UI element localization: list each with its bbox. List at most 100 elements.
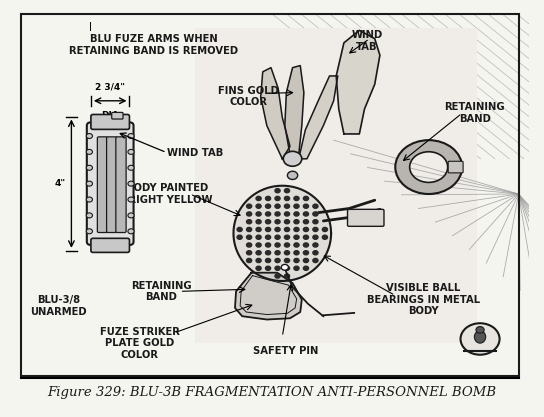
Text: WIND TAB: WIND TAB: [166, 148, 223, 158]
Circle shape: [285, 212, 289, 216]
Circle shape: [128, 213, 134, 218]
Circle shape: [304, 220, 308, 224]
Text: RETAINING
BAND: RETAINING BAND: [444, 103, 505, 124]
Circle shape: [313, 235, 318, 239]
Circle shape: [294, 266, 299, 270]
Circle shape: [294, 227, 299, 231]
Circle shape: [86, 197, 92, 202]
Circle shape: [128, 133, 134, 138]
Circle shape: [285, 235, 289, 239]
Circle shape: [265, 235, 270, 239]
Polygon shape: [336, 30, 380, 134]
Circle shape: [237, 227, 242, 231]
Bar: [21, 14, 518, 376]
Circle shape: [313, 243, 318, 247]
Circle shape: [86, 213, 92, 218]
Text: RETAINING
BAND: RETAINING BAND: [131, 281, 192, 302]
Circle shape: [128, 165, 134, 170]
Circle shape: [285, 251, 289, 255]
Circle shape: [86, 165, 92, 170]
Circle shape: [323, 227, 327, 231]
Circle shape: [285, 188, 289, 193]
Circle shape: [128, 181, 134, 186]
Text: DIA: DIA: [101, 111, 119, 120]
Text: BODY PAINTED
BRIGHT YELLOW: BODY PAINTED BRIGHT YELLOW: [121, 183, 213, 205]
Circle shape: [256, 235, 261, 239]
Circle shape: [256, 204, 261, 208]
Circle shape: [237, 235, 242, 239]
Circle shape: [285, 227, 289, 231]
Text: 2 3/4": 2 3/4": [95, 83, 125, 92]
Circle shape: [275, 204, 280, 208]
Circle shape: [304, 235, 308, 239]
Circle shape: [256, 243, 261, 247]
Circle shape: [304, 212, 308, 216]
Circle shape: [86, 181, 92, 186]
Circle shape: [304, 259, 308, 263]
Circle shape: [304, 227, 308, 231]
Text: WIND
TAB: WIND TAB: [351, 30, 382, 52]
Circle shape: [275, 212, 280, 216]
Circle shape: [256, 196, 261, 201]
Circle shape: [265, 220, 270, 224]
Circle shape: [256, 259, 261, 263]
Circle shape: [265, 196, 270, 201]
Circle shape: [275, 188, 280, 193]
Circle shape: [275, 220, 280, 224]
Circle shape: [275, 227, 280, 231]
Circle shape: [128, 149, 134, 154]
Circle shape: [313, 220, 318, 224]
Polygon shape: [233, 186, 331, 281]
Circle shape: [294, 220, 299, 224]
Circle shape: [256, 220, 261, 224]
FancyBboxPatch shape: [116, 137, 126, 233]
Circle shape: [304, 266, 308, 270]
Circle shape: [86, 229, 92, 234]
Circle shape: [275, 243, 280, 247]
Circle shape: [246, 227, 252, 231]
Polygon shape: [261, 68, 290, 159]
Circle shape: [285, 204, 289, 208]
Text: FUZE STRIKER
PLATE GOLD
COLOR: FUZE STRIKER PLATE GOLD COLOR: [100, 327, 180, 360]
Circle shape: [275, 274, 280, 278]
Circle shape: [283, 151, 302, 166]
Text: VISIBLE BALL
BEARINGS IN METAL
BODY: VISIBLE BALL BEARINGS IN METAL BODY: [367, 283, 480, 316]
Circle shape: [275, 196, 280, 201]
Text: FINS GOLD
COLOR: FINS GOLD COLOR: [219, 86, 279, 108]
Circle shape: [265, 251, 270, 255]
Circle shape: [285, 259, 289, 263]
Text: 4": 4": [54, 179, 65, 188]
Text: SAFETY PIN: SAFETY PIN: [253, 347, 319, 357]
Circle shape: [128, 197, 134, 202]
FancyBboxPatch shape: [348, 209, 384, 226]
FancyBboxPatch shape: [91, 239, 129, 252]
Circle shape: [281, 264, 288, 270]
Circle shape: [256, 227, 261, 231]
FancyBboxPatch shape: [97, 137, 108, 233]
Circle shape: [275, 235, 280, 239]
Circle shape: [256, 212, 261, 216]
Circle shape: [304, 251, 308, 255]
FancyBboxPatch shape: [448, 161, 463, 173]
Circle shape: [294, 235, 299, 239]
Circle shape: [285, 266, 289, 270]
Circle shape: [275, 251, 280, 255]
Polygon shape: [299, 76, 338, 159]
Circle shape: [86, 133, 92, 138]
Circle shape: [313, 212, 318, 216]
Text: Figure 329: BLU-3B FRAGMENTATION ANTI-PERSONNEL BOMB: Figure 329: BLU-3B FRAGMENTATION ANTI-PE…: [47, 386, 497, 399]
Circle shape: [265, 266, 270, 270]
Circle shape: [313, 227, 318, 231]
Circle shape: [294, 204, 299, 208]
Circle shape: [285, 274, 289, 278]
Circle shape: [246, 220, 252, 224]
Circle shape: [294, 251, 299, 255]
Circle shape: [294, 212, 299, 216]
Wedge shape: [395, 140, 462, 194]
Text: BLU FUZE ARMS WHEN
RETAINING BAND IS REMOVED: BLU FUZE ARMS WHEN RETAINING BAND IS REM…: [69, 34, 238, 56]
FancyBboxPatch shape: [195, 28, 478, 343]
Polygon shape: [285, 65, 304, 155]
Circle shape: [265, 259, 270, 263]
Circle shape: [256, 266, 261, 270]
Circle shape: [304, 196, 308, 201]
